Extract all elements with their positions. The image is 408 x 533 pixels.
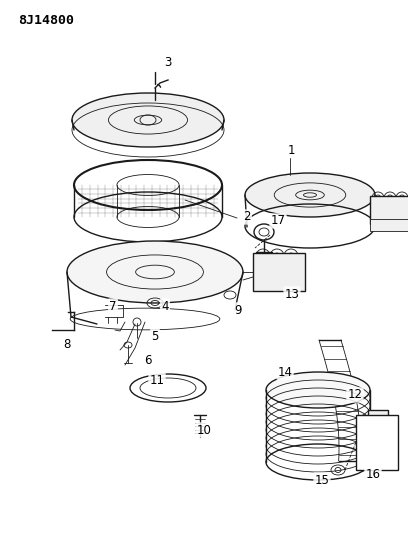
Text: 1: 1 <box>287 143 295 157</box>
Text: 8J14800: 8J14800 <box>18 14 74 27</box>
Text: 15: 15 <box>315 473 329 487</box>
Text: 14: 14 <box>277 366 293 378</box>
Text: 12: 12 <box>348 389 362 401</box>
Bar <box>370 219 408 231</box>
Text: 6: 6 <box>144 353 152 367</box>
Text: 4: 4 <box>161 300 169 312</box>
Text: 17: 17 <box>271 214 286 228</box>
Bar <box>368 410 388 442</box>
Text: 13: 13 <box>284 287 299 301</box>
Text: 5: 5 <box>151 329 159 343</box>
Ellipse shape <box>72 93 224 147</box>
Ellipse shape <box>266 372 370 408</box>
Bar <box>253 253 305 291</box>
Ellipse shape <box>245 173 375 217</box>
Bar <box>356 415 398 470</box>
Text: 10: 10 <box>197 424 211 437</box>
Text: 16: 16 <box>366 469 381 481</box>
Bar <box>370 196 408 224</box>
Text: 9: 9 <box>234 303 242 317</box>
Text: 2: 2 <box>243 211 251 223</box>
Ellipse shape <box>67 241 243 303</box>
Text: 11: 11 <box>149 374 164 386</box>
Text: 8: 8 <box>63 338 71 351</box>
Text: 3: 3 <box>164 55 172 69</box>
Text: 7: 7 <box>109 300 117 312</box>
